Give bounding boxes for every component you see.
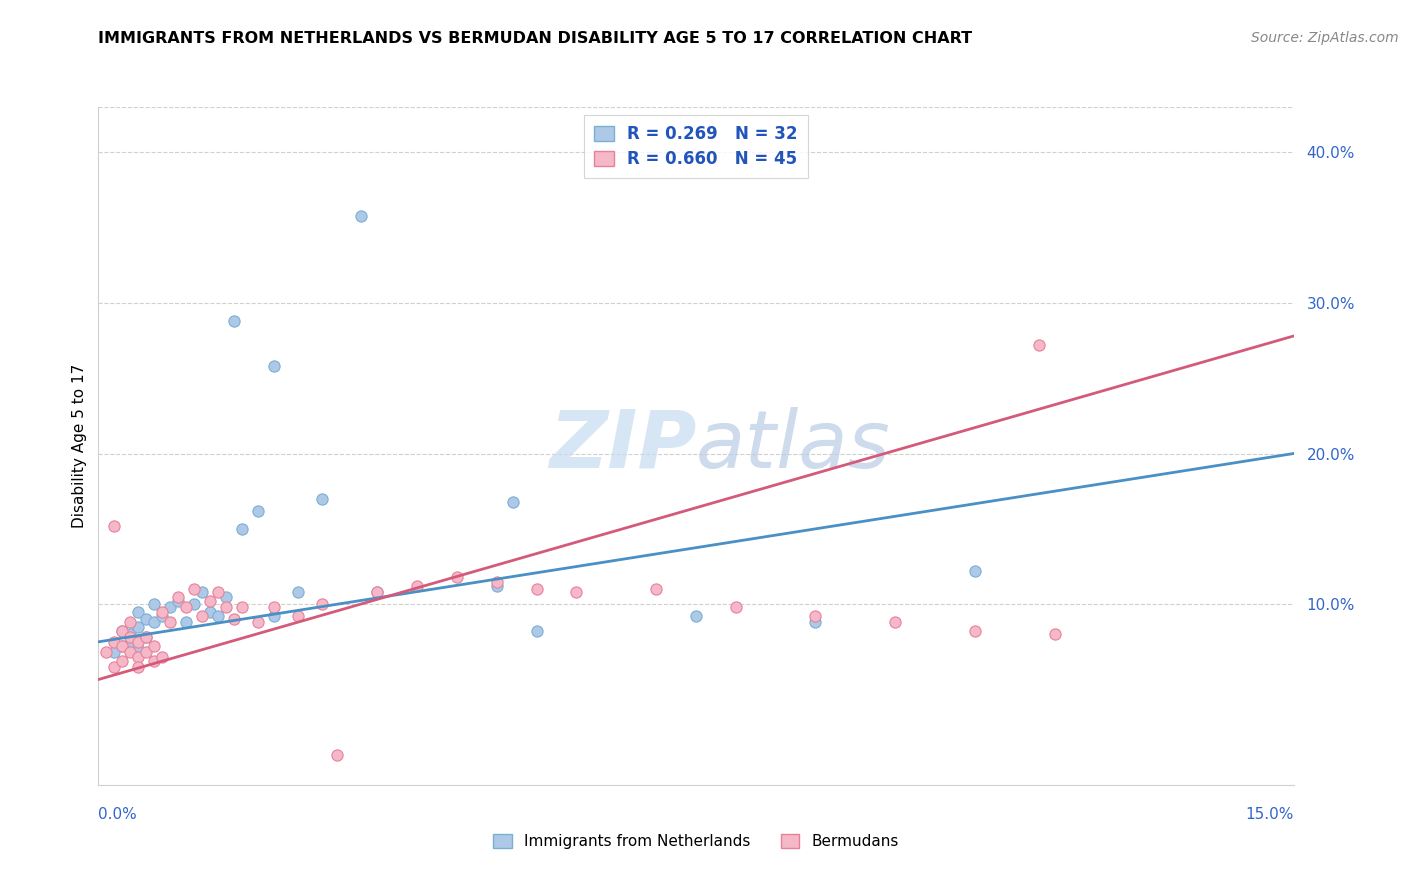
Point: [198, 594, 221, 608]
Point: [804, 615, 827, 630]
Point: [191, 585, 214, 599]
Point: [685, 609, 707, 624]
Point: [485, 579, 508, 593]
Point: [111, 624, 134, 639]
Point: [96, 645, 118, 659]
Point: [127, 635, 149, 649]
Text: ZIP: ZIP: [548, 407, 696, 485]
Point: [207, 609, 229, 624]
Text: 0.0%: 0.0%: [98, 807, 138, 822]
Point: [485, 574, 508, 589]
Point: [120, 635, 142, 649]
Point: [724, 600, 747, 615]
Text: 15.0%: 15.0%: [1246, 807, 1294, 822]
Point: [127, 620, 149, 634]
Point: [143, 615, 166, 630]
Point: [127, 649, 149, 664]
Point: [135, 612, 157, 626]
Point: [150, 649, 173, 664]
Point: [167, 590, 190, 604]
Point: [963, 564, 986, 578]
Point: [127, 642, 149, 657]
Point: [406, 579, 429, 593]
Point: [366, 585, 388, 599]
Legend: R = 0.269   N = 32, R = 0.660   N = 45: R = 0.269 N = 32, R = 0.660 N = 45: [583, 115, 808, 178]
Point: [167, 594, 190, 608]
Point: [311, 597, 333, 611]
Point: [127, 660, 149, 674]
Point: [159, 615, 181, 630]
Text: IMMIGRANTS FROM NETHERLANDS VS BERMUDAN DISABILITY AGE 5 TO 17 CORRELATION CHART: IMMIGRANTS FROM NETHERLANDS VS BERMUDAN …: [98, 31, 973, 46]
Point: [526, 624, 548, 639]
Point: [222, 612, 245, 626]
Point: [231, 600, 253, 615]
Point: [207, 585, 229, 599]
Point: [159, 600, 181, 615]
Y-axis label: Disability Age 5 to 17: Disability Age 5 to 17: [72, 364, 87, 528]
Point: [183, 582, 205, 596]
Point: [174, 600, 197, 615]
Point: [135, 630, 157, 644]
Point: [326, 747, 349, 762]
Point: [287, 609, 309, 624]
Point: [183, 597, 205, 611]
Point: [222, 314, 245, 328]
Point: [191, 609, 214, 624]
Point: [135, 630, 157, 644]
Point: [135, 645, 157, 659]
Point: [502, 494, 524, 508]
Point: [263, 609, 285, 624]
Point: [1028, 338, 1050, 352]
Text: atlas: atlas: [696, 407, 891, 485]
Point: [963, 624, 986, 639]
Point: [246, 615, 269, 630]
Point: [143, 640, 166, 654]
Point: [103, 645, 125, 659]
Point: [884, 615, 907, 630]
Point: [111, 640, 134, 654]
Point: [150, 609, 173, 624]
Point: [263, 359, 285, 373]
Point: [198, 605, 221, 619]
Point: [215, 590, 238, 604]
Point: [150, 605, 173, 619]
Point: [127, 605, 149, 619]
Point: [143, 597, 166, 611]
Point: [231, 522, 253, 536]
Point: [565, 585, 588, 599]
Point: [120, 645, 142, 659]
Point: [111, 655, 134, 669]
Point: [120, 630, 142, 644]
Point: [526, 582, 548, 596]
Point: [645, 582, 668, 596]
Point: [311, 491, 333, 506]
Point: [174, 615, 197, 630]
Text: Source: ZipAtlas.com: Source: ZipAtlas.com: [1251, 31, 1399, 45]
Point: [246, 504, 269, 518]
Point: [120, 627, 142, 641]
Point: [111, 624, 134, 639]
Point: [120, 615, 142, 630]
Point: [366, 585, 388, 599]
Point: [143, 655, 166, 669]
Point: [804, 609, 827, 624]
Point: [350, 209, 373, 223]
Point: [111, 640, 134, 654]
Point: [1043, 627, 1066, 641]
Point: [103, 519, 125, 533]
Point: [446, 570, 468, 584]
Point: [287, 585, 309, 599]
Point: [215, 600, 238, 615]
Point: [263, 600, 285, 615]
Point: [103, 635, 125, 649]
Point: [103, 660, 125, 674]
